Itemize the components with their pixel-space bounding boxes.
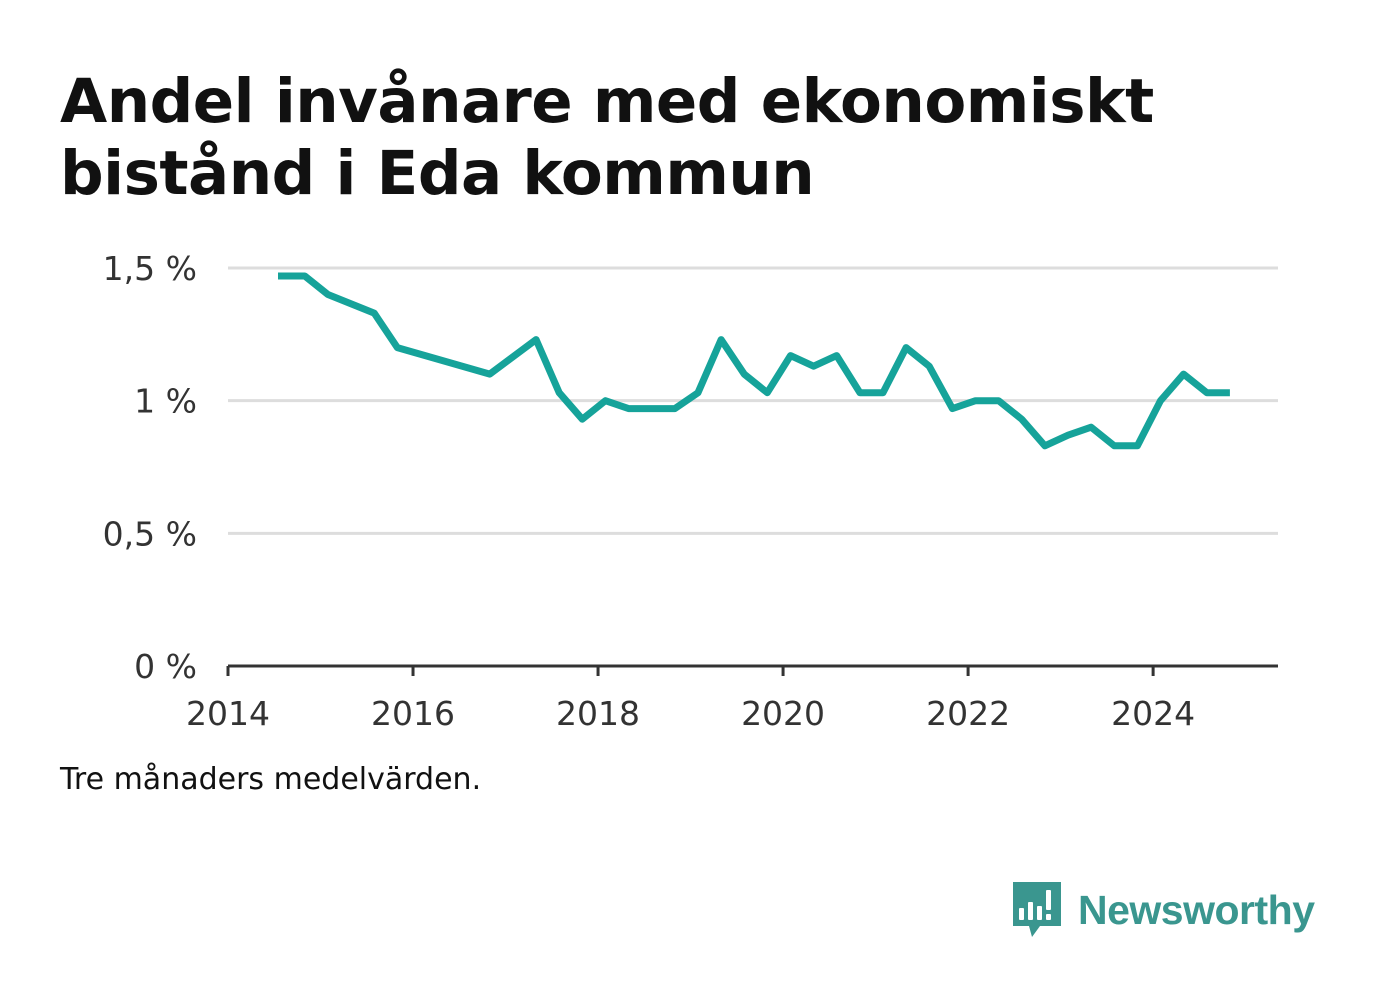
x-axis-ticks: 2014 2016 2018 2020 2022 2024 [186, 666, 1195, 733]
y-tick-label: 1,5 % [103, 249, 197, 288]
x-tick-label: 2018 [556, 694, 640, 733]
y-tick-label: 0,5 % [103, 514, 197, 553]
x-tick-label: 2016 [371, 694, 455, 733]
line-chart: 0 % 0,5 % 1 % 1,5 % 2014 2016 2018 2020 2022 202… [103, 249, 1278, 733]
chart-title-line-2: bistånd i Eda kommun [60, 138, 815, 209]
bar-chart-speech-bubble-icon [1013, 882, 1061, 937]
chart-note: Tre månaders medelvärden. [60, 762, 482, 797]
chart-title-line-1: Andel invånare med ekonomiskt [60, 66, 1154, 137]
brand-logo[interactable]: Newsworthy [1010, 878, 1315, 942]
series-line [278, 272, 1230, 450]
x-tick-label: 2022 [926, 694, 1010, 733]
x-tick-label: 2020 [741, 694, 825, 733]
chart-title: Andel invånare med ekonomiskt bistånd i … [60, 66, 1260, 210]
y-tick-label: 1 % [134, 382, 197, 421]
x-tick-label: 2014 [186, 694, 270, 733]
y-tick-label: 0 % [134, 647, 197, 686]
x-tick-label: 2024 [1111, 694, 1195, 733]
grid-lines [228, 266, 1278, 535]
series-layer [278, 272, 1230, 450]
y-axis-tick-labels: 0 % 0,5 % 1 % 1,5 % [103, 249, 197, 686]
brand-name: Newsworthy [1078, 886, 1315, 933]
